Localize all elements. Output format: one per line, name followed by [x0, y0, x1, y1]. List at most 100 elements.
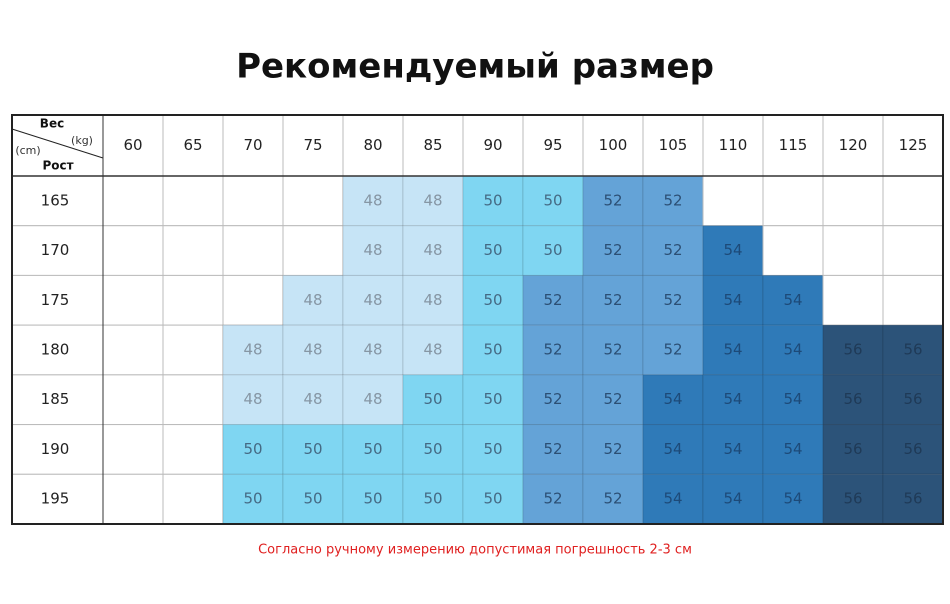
weight-header: 60: [123, 136, 142, 154]
weight-header: 125: [899, 136, 928, 154]
weight-label: Вес: [40, 117, 64, 131]
header-cell: [702, 114, 764, 177]
size-value: 48: [363, 390, 382, 408]
size-value: 48: [363, 241, 382, 259]
size-value: 56: [903, 390, 922, 408]
weight-header: 65: [183, 136, 202, 154]
size-value: 56: [843, 490, 862, 508]
size-cell: [102, 374, 164, 426]
weight-header: 75: [303, 136, 322, 154]
size-value: 56: [903, 440, 922, 458]
size-cell: [102, 424, 164, 475]
row-header-cell: [11, 424, 104, 475]
size-value: 52: [543, 390, 562, 408]
size-value: 56: [903, 490, 922, 508]
size-value: 48: [303, 341, 322, 359]
size-cell: [282, 473, 344, 525]
header-cell: [822, 114, 884, 177]
size-value: 50: [483, 440, 502, 458]
header-cell: [642, 114, 704, 177]
header-cell: [582, 114, 644, 177]
weight-header: 120: [839, 136, 868, 154]
size-cell: [762, 424, 824, 475]
size-cell: [882, 175, 944, 227]
size-value: 52: [603, 490, 622, 508]
height-header: 175: [41, 291, 70, 309]
size-cell: [822, 274, 884, 326]
size-value: 54: [783, 341, 802, 359]
size-value: 52: [603, 291, 622, 309]
size-value: 50: [483, 390, 502, 408]
size-cell: [162, 424, 224, 475]
size-cell: [162, 374, 224, 426]
size-value: 54: [723, 241, 742, 259]
size-value: 54: [783, 490, 802, 508]
size-value: 50: [243, 490, 262, 508]
size-value: 52: [603, 341, 622, 359]
size-value: 54: [783, 291, 802, 309]
size-value: 50: [483, 241, 502, 259]
size-value: 48: [423, 241, 442, 259]
header-cell: [162, 114, 224, 177]
size-value: 48: [423, 341, 442, 359]
size-cell: [342, 424, 404, 475]
row-header-cell: [11, 374, 104, 426]
header-cell: [882, 114, 944, 177]
size-cell: [582, 225, 644, 276]
size-cell: [702, 274, 764, 326]
size-value: 56: [843, 341, 862, 359]
size-value: 50: [423, 440, 442, 458]
size-cell: [882, 324, 944, 376]
header-cell: [402, 114, 464, 177]
size-value: 48: [303, 390, 322, 408]
size-cell: [402, 473, 464, 525]
size-cell: [522, 473, 584, 525]
size-value: 48: [423, 291, 442, 309]
size-cell: [282, 225, 344, 276]
weight-unit: (kg): [71, 134, 93, 147]
title: Рекомендуемый размер: [236, 47, 714, 87]
size-cell: [282, 374, 344, 426]
size-value: 52: [663, 341, 682, 359]
size-value: 48: [243, 390, 262, 408]
weight-header: 105: [659, 136, 688, 154]
weight-header: 110: [719, 136, 748, 154]
size-value: 50: [243, 440, 262, 458]
size-value: 52: [543, 440, 562, 458]
size-value: 54: [723, 490, 742, 508]
size-cell: [402, 274, 464, 326]
size-value: 48: [363, 291, 382, 309]
row-header-cell: [11, 274, 104, 326]
footnote: Согласно ручному измерению допустимая по…: [258, 543, 692, 558]
size-cell: [882, 374, 944, 426]
size-cell: [582, 274, 644, 326]
size-value: 52: [663, 191, 682, 209]
size-cell: [522, 374, 584, 426]
height-header: 170: [41, 241, 70, 259]
size-cell: [762, 175, 824, 227]
height-header: 180: [41, 341, 70, 359]
size-cell: [762, 225, 824, 276]
size-value: 50: [543, 191, 562, 209]
size-value: 50: [483, 490, 502, 508]
size-cell: [642, 274, 704, 326]
weight-header: 80: [363, 136, 382, 154]
size-value: 54: [723, 291, 742, 309]
size-cell: [462, 374, 524, 426]
weight-header: 90: [483, 136, 502, 154]
height-header: 165: [41, 191, 70, 209]
size-cell: [762, 374, 824, 426]
size-cell: [522, 175, 584, 227]
size-cell: [702, 175, 764, 227]
size-cell: [162, 274, 224, 326]
size-value: 52: [603, 241, 622, 259]
size-value: 52: [663, 291, 682, 309]
height-header: 195: [41, 490, 70, 508]
size-value: 50: [423, 490, 442, 508]
size-value: 54: [663, 440, 682, 458]
size-value: 56: [903, 341, 922, 359]
size-cell: [582, 424, 644, 475]
size-value: 56: [843, 440, 862, 458]
weight-header: 85: [423, 136, 442, 154]
